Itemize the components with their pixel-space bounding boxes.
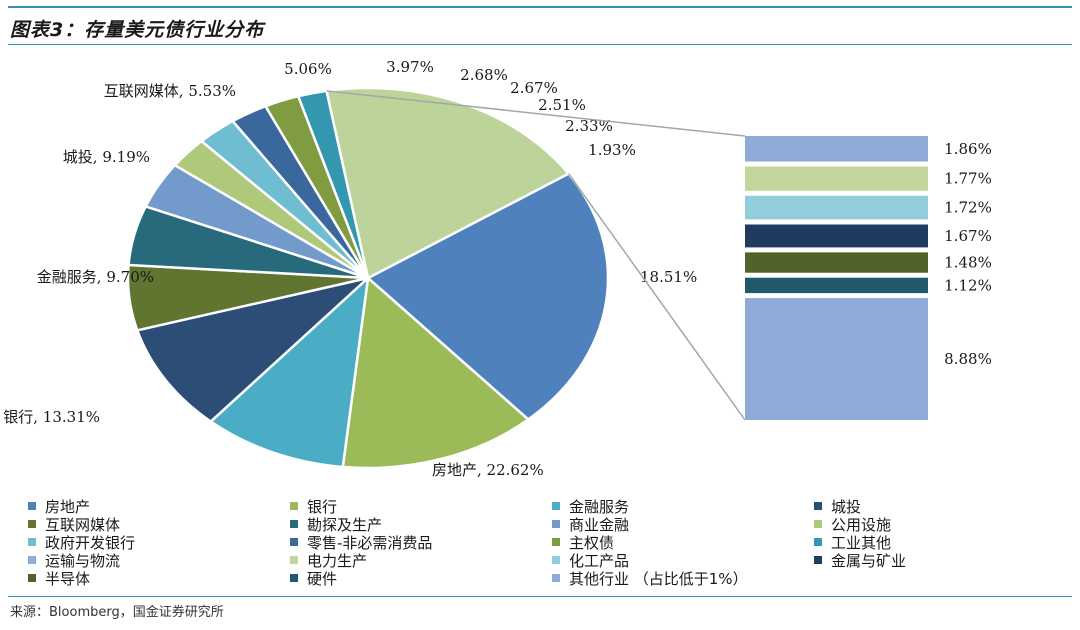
- pie-slice: [325, 86, 571, 280]
- slice-label: 城投, 9.19%: [63, 148, 150, 166]
- breakdown-segment: [745, 298, 928, 420]
- title-bar: 图表3：存量美元债行业分布: [0, 0, 1080, 46]
- legend-label: 运输与物流: [45, 552, 121, 570]
- legend-label: 半导体: [45, 570, 91, 588]
- breakdown-label: 1.48%: [944, 254, 992, 272]
- pie-slice: [135, 275, 373, 424]
- breakdown-label: 1.86%: [944, 140, 992, 158]
- title-bottom-rule: [8, 44, 1072, 45]
- legend-label: 勘探及生产: [307, 516, 383, 534]
- legend-item: 化工产品: [552, 552, 629, 570]
- breakdown-label: 1.77%: [944, 170, 992, 188]
- legend-item: 半导体: [28, 570, 90, 588]
- breakdown-label: 1.12%: [944, 276, 992, 294]
- legend-label: 公用设施: [831, 516, 892, 534]
- legend-label: 城投: [831, 498, 862, 516]
- breakdown-label: 8.88%: [944, 350, 992, 368]
- legend-swatch: [552, 519, 560, 528]
- slice-label: 2.67%: [510, 79, 558, 97]
- legend-label: 其他行业 （占比低于1%）: [569, 570, 748, 588]
- legend-swatch: [290, 519, 298, 528]
- legend-swatch: [552, 537, 560, 546]
- legend-swatch: [552, 501, 560, 510]
- legend-item: 城投: [814, 498, 861, 516]
- legend-label: 化工产品: [569, 552, 630, 570]
- legend-label: 房地产: [45, 498, 91, 516]
- slice-label: 银行, 13.31%: [3, 408, 100, 426]
- legend-item: 银行: [290, 498, 337, 516]
- pie-chart: 房地产, 22.62% 银行, 13.31% 金融服务, 9.70% 城投, 9.19…: [3, 58, 992, 479]
- legend-swatch: [28, 501, 36, 510]
- breakdown-label: 1.67%: [944, 227, 992, 245]
- slice-label: 18.51%: [640, 268, 697, 286]
- slice-label: 2.68%: [460, 66, 508, 84]
- legend-item: 其他行业 （占比低于1%）: [552, 570, 748, 588]
- legend-swatch: [552, 555, 560, 564]
- slice-label: 2.51%: [538, 96, 586, 114]
- slice-label: 1.93%: [588, 141, 636, 159]
- legend-label: 主权债: [569, 534, 615, 552]
- legend-label: 金属与矿业: [831, 552, 907, 570]
- breakdown-segment: [745, 166, 928, 191]
- legend-swatch: [28, 555, 36, 564]
- legend-item: 政府开发银行: [28, 534, 135, 552]
- legend-item: 工业其他: [814, 534, 891, 552]
- legend-label: 工业其他: [831, 534, 892, 552]
- breakdown-segment: [745, 224, 928, 248]
- pie-slice: [341, 275, 531, 470]
- legend-swatch: [290, 537, 298, 546]
- legend-item: 金属与矿业: [814, 552, 906, 570]
- legend-label: 金融服务: [569, 498, 630, 516]
- legend-swatch: [814, 501, 822, 510]
- legend-label: 硬件: [307, 570, 338, 588]
- legend-label: 银行: [307, 498, 338, 516]
- legend-swatch: [28, 573, 36, 582]
- legend-swatch: [814, 555, 822, 564]
- legend-swatch: [28, 537, 36, 546]
- title-top-rule: [8, 6, 1072, 8]
- legend-item: 勘探及生产: [290, 516, 382, 534]
- legend-item: 电力生产: [290, 552, 367, 570]
- legend-label: 商业金融: [569, 516, 630, 534]
- legend-item: 商业金融: [552, 516, 629, 534]
- connector-line: [567, 173, 746, 421]
- slice-label: 互联网媒体, 5.53%: [104, 82, 236, 100]
- slice-label: 2.33%: [565, 117, 613, 135]
- legend-item: 硬件: [290, 570, 337, 588]
- chart-title: 图表3：存量美元债行业分布: [10, 19, 265, 41]
- breakdown-segment: [745, 277, 928, 294]
- pie-slice: [365, 172, 610, 422]
- legend-swatch: [814, 537, 822, 546]
- legend-item: 互联网媒体: [28, 516, 120, 534]
- slice-label: 3.97%: [386, 58, 434, 76]
- legend-label: 零售-非必需消费品: [307, 534, 433, 552]
- slice-label: 5.06%: [284, 60, 332, 78]
- legend-swatch: [290, 501, 298, 510]
- breakdown-segment: [745, 136, 928, 162]
- legend-item: 零售-非必需消费品: [290, 534, 432, 552]
- source-note: 来源：Bloomberg，国金证券研究所: [10, 605, 224, 620]
- legend-item: 房地产: [28, 498, 90, 516]
- legend-swatch: [290, 555, 298, 564]
- legend-swatch: [552, 573, 560, 582]
- source-rule: [8, 596, 1072, 597]
- legend-item: 金融服务: [552, 498, 629, 516]
- legend-label: 政府开发银行: [45, 534, 136, 552]
- slice-label: 金融服务, 9.70%: [37, 268, 154, 286]
- legend-swatch: [290, 573, 298, 582]
- pie-slice: [208, 274, 370, 469]
- connector-line: [326, 90, 746, 137]
- breakdown-segment: [745, 195, 928, 220]
- legend-swatch: [814, 519, 822, 528]
- legend-item: 主权债: [552, 534, 614, 552]
- slice-label: 房地产, 22.62%: [432, 461, 544, 479]
- breakdown-segment: [745, 252, 928, 273]
- breakdown-label: 1.72%: [944, 199, 992, 217]
- legend-swatch: [28, 519, 36, 528]
- legend-item: 运输与物流: [28, 552, 120, 570]
- legend-label: 互联网媒体: [45, 516, 121, 534]
- legend-label: 电力生产: [307, 552, 368, 570]
- legend-item: 公用设施: [814, 516, 891, 534]
